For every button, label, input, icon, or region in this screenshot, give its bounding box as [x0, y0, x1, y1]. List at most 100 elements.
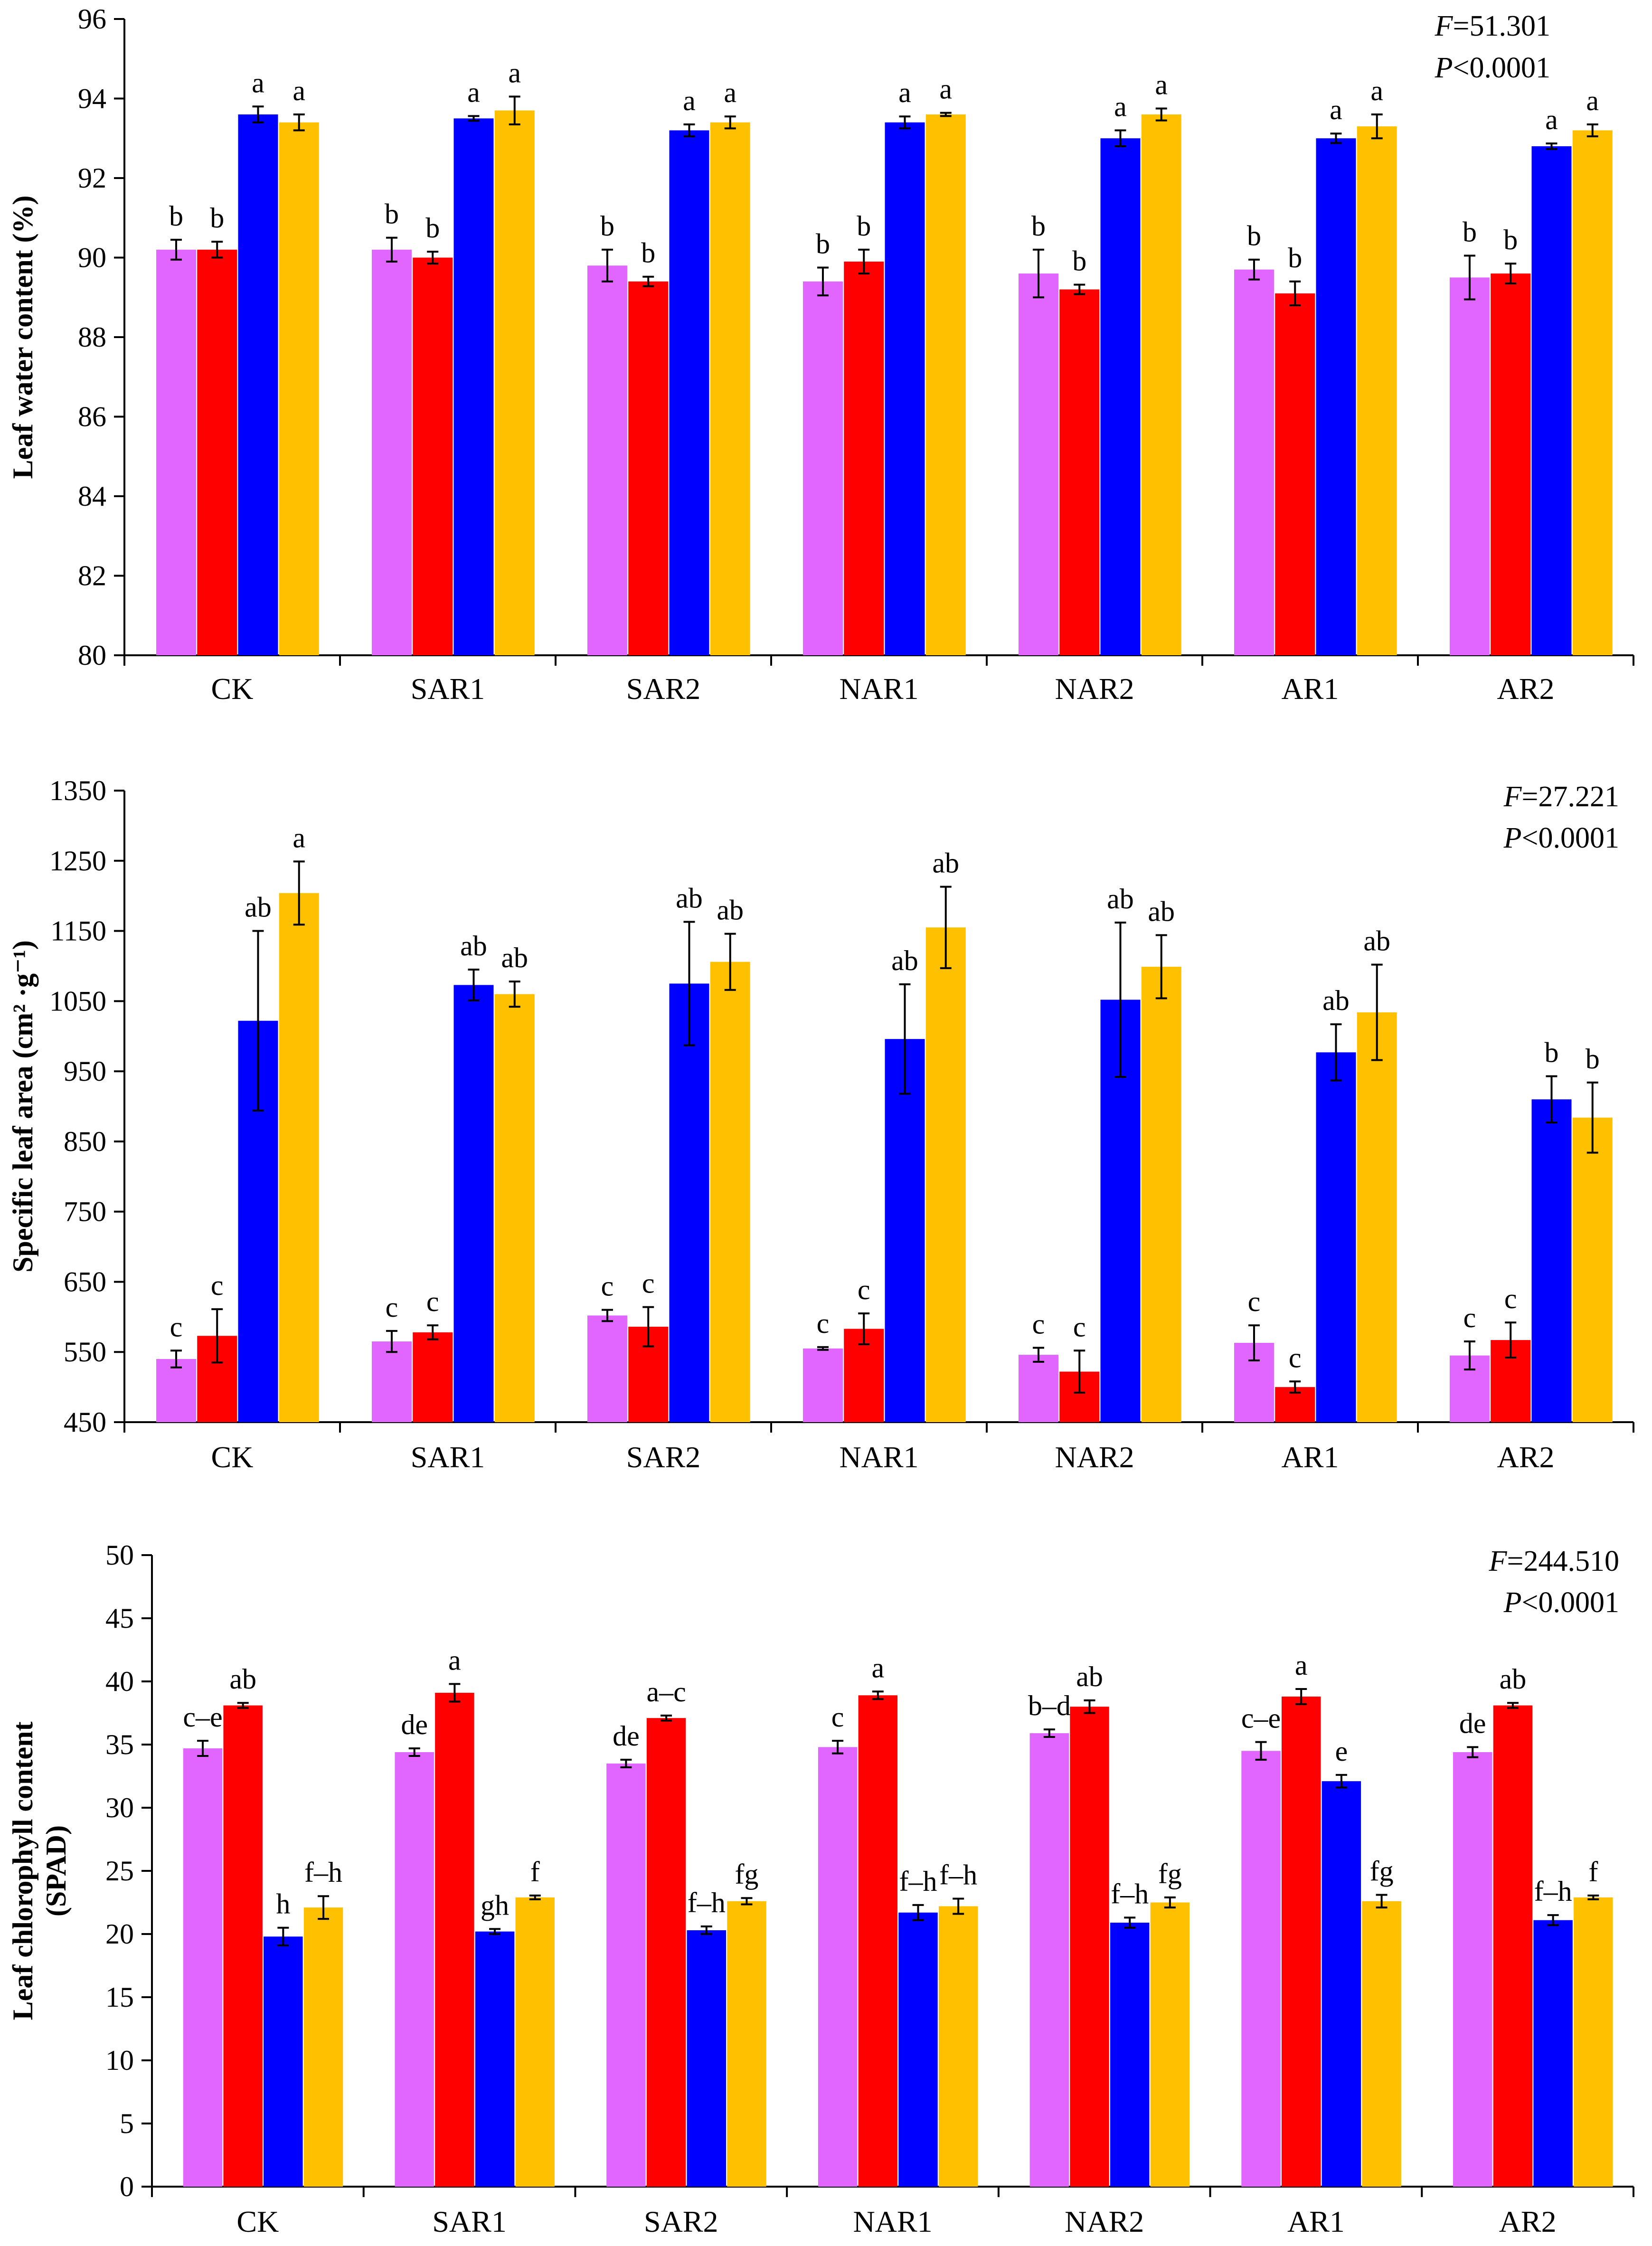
bar-series3 — [1110, 1923, 1150, 2187]
f-statistic: F=244.510 — [1489, 1545, 1619, 1577]
y-tick-label: 96 — [78, 3, 106, 35]
bar-series1 — [802, 281, 843, 655]
bar-series4 — [1362, 1901, 1401, 2187]
bar-series4 — [1572, 1117, 1613, 1422]
significance-letter: f — [1588, 1856, 1598, 1887]
bar-series3 — [1316, 1052, 1356, 1422]
significance-letter: a — [467, 76, 480, 108]
category-label: AR2 — [1499, 2205, 1557, 2238]
category-label: SAR1 — [411, 1440, 485, 1474]
y-tick-label: 35 — [105, 1729, 134, 1760]
category-label: SAR1 — [432, 2205, 507, 2238]
bar-series4 — [1357, 1012, 1397, 1422]
bar-series1 — [587, 1315, 627, 1422]
bar-series1 — [395, 1752, 434, 2187]
bar-series4 — [938, 1906, 978, 2187]
f-statistic: F=51.301 — [1435, 10, 1550, 42]
chart-panel-3: 0 5 10 15 20 25 30 35 40 45 50 CK SAR1 SAR2 NAR1 NAR2 AR… — [7, 1539, 1634, 2238]
category-label: CK — [211, 1440, 254, 1474]
y-tick-label: 80 — [78, 640, 106, 671]
bar-series1 — [1453, 1752, 1492, 2187]
significance-letter: f–h — [304, 1857, 342, 1888]
bar-series3 — [453, 118, 494, 655]
bar-series4 — [1141, 966, 1181, 1422]
bar-series4 — [710, 962, 750, 1422]
significance-letter: ab — [460, 930, 487, 962]
significance-letter: fg — [1158, 1858, 1182, 1889]
y-tick-label: 40 — [105, 1666, 134, 1697]
bar-series1 — [1449, 277, 1490, 655]
bar-series3 — [1531, 1099, 1572, 1422]
y-tick-label: 50 — [105, 1539, 134, 1571]
significance-letter: a — [293, 75, 305, 106]
significance-letter: de — [401, 1709, 428, 1740]
significance-letter: f–h — [1534, 1876, 1572, 1907]
bar-series2 — [858, 1695, 898, 2187]
bar-series3 — [475, 1931, 515, 2187]
significance-letter: ab — [891, 945, 918, 976]
bar-series3 — [1322, 1781, 1361, 2187]
bar-series3 — [669, 983, 709, 1422]
bar-series4 — [279, 893, 319, 1422]
y-tick-label: 1250 — [49, 845, 106, 877]
bar-series3 — [669, 130, 709, 655]
bar-series2 — [1070, 1707, 1109, 2187]
p-value: P<0.0001 — [1503, 1586, 1619, 1619]
significance-letter: c — [642, 1268, 655, 1299]
significance-letter: a — [1295, 1650, 1308, 1681]
f-statistic: F=27.221 — [1503, 781, 1619, 813]
bar-series2 — [413, 257, 453, 655]
significance-letter: a–c — [646, 1676, 686, 1708]
significance-letter: c — [831, 1701, 844, 1733]
significance-letter: a — [508, 57, 521, 88]
bar-series1 — [818, 1747, 858, 2187]
y-tick-label: 950 — [64, 1056, 106, 1087]
bar-series3 — [885, 1039, 925, 1422]
bar-series4 — [710, 122, 750, 655]
y-tick-label: 5 — [120, 2108, 134, 2139]
significance-letter: ab — [245, 892, 272, 923]
bar-series1 — [587, 265, 627, 655]
bar-series2 — [197, 249, 237, 655]
significance-letter: de — [1459, 1708, 1486, 1739]
y-tick-label: 1350 — [49, 775, 106, 806]
bar-series4 — [1150, 1902, 1190, 2187]
significance-letter: c — [426, 1286, 439, 1317]
y-tick-label: 1150 — [50, 915, 106, 947]
bar-series3 — [1531, 146, 1572, 655]
bar-series1 — [1234, 269, 1274, 655]
bar-series2 — [413, 1332, 453, 1422]
y-tick-label: 20 — [105, 1918, 134, 1950]
bar-series4 — [494, 110, 535, 655]
significance-letter: c — [601, 1271, 614, 1302]
significance-letter: b — [425, 212, 440, 244]
category-label: AR2 — [1497, 672, 1555, 706]
y-tick-label: 15 — [105, 1982, 134, 2013]
bar-series1 — [802, 1348, 843, 1422]
bar-series4 — [1357, 126, 1397, 655]
bar-series1 — [371, 1341, 412, 1422]
significance-letter: a — [1155, 69, 1168, 100]
bar-series1 — [1029, 1733, 1069, 2187]
bar-series1 — [371, 249, 412, 655]
significance-letter: ab — [1148, 896, 1175, 927]
bar-series3 — [885, 122, 925, 655]
significance-letter: c–e — [1241, 1703, 1281, 1734]
category-label: SAR2 — [644, 2205, 718, 2238]
category-label: CK — [236, 2205, 279, 2238]
significance-letter: b — [600, 210, 614, 242]
significance-letter: b — [1031, 210, 1046, 242]
bar-series4 — [1572, 130, 1613, 655]
y-tick-label: 650 — [64, 1266, 106, 1297]
category-label: AR1 — [1287, 2205, 1345, 2238]
bar-series2 — [628, 281, 669, 655]
category-label: SAR1 — [411, 672, 485, 706]
significance-letter: a — [898, 77, 911, 108]
significance-letter: c — [858, 1274, 870, 1305]
significance-letter: c–e — [183, 1701, 222, 1733]
bar-series4 — [1574, 1897, 1613, 2187]
bar-series3 — [1100, 138, 1141, 655]
significance-letter: ab — [1363, 925, 1390, 956]
significance-letter: a — [871, 1652, 884, 1683]
significance-letter: h — [276, 1888, 290, 1920]
